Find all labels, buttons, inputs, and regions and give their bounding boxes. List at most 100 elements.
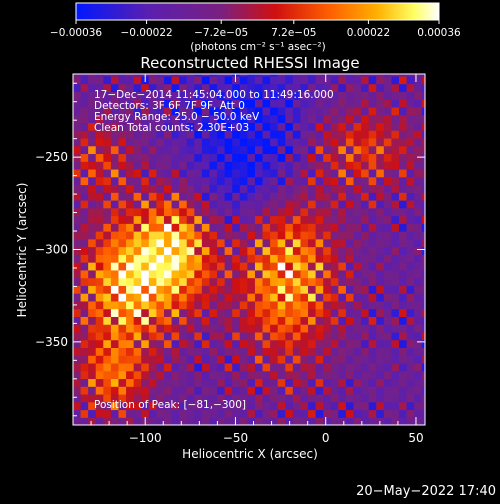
heatmap-cell [399, 114, 408, 124]
heatmap-cell [156, 207, 165, 217]
heatmap-cell [353, 262, 362, 271]
heatmap-cell [194, 137, 203, 147]
heatmap-cell [110, 99, 120, 108]
heatmap-cell [399, 254, 408, 263]
heatmap-cell [376, 91, 385, 100]
heatmap-cell [186, 74, 195, 77]
heatmap-cell [171, 91, 180, 100]
heatmap-cell [103, 184, 112, 193]
heatmap-cell [391, 401, 400, 411]
heatmap-cell [323, 192, 332, 201]
heatmap-cell [330, 393, 339, 403]
heatmap-cell [95, 269, 104, 279]
heatmap-cell [414, 269, 423, 279]
heatmap-cell [292, 184, 302, 193]
heatmap-cell [368, 362, 377, 372]
heatmap-cell [95, 122, 104, 131]
heatmap-cell [300, 106, 309, 116]
heatmap-cell [308, 223, 317, 232]
heatmap-cell [133, 145, 142, 155]
heatmap-cell [300, 362, 309, 372]
heatmap-cell [308, 74, 317, 77]
heatmap-cell [345, 161, 355, 170]
heatmap-cell [133, 130, 142, 139]
heatmap-cell [383, 130, 393, 139]
heatmap-cell [95, 168, 104, 178]
heatmap-cell [338, 99, 347, 108]
heatmap-cell [133, 324, 142, 333]
heatmap-cell [414, 192, 423, 201]
heatmap-cell [88, 409, 97, 418]
heatmap-cell [232, 246, 241, 255]
heatmap-cell [315, 145, 324, 155]
heatmap-cell [406, 192, 415, 201]
heatmap-cell [148, 122, 157, 131]
heatmap-cell [194, 231, 203, 240]
heatmap-cell [308, 91, 317, 100]
heatmap-cell [247, 114, 256, 124]
heatmap-cell [383, 153, 393, 162]
heatmap-cell [277, 370, 286, 380]
heatmap-cell [148, 215, 157, 224]
heatmap-cell [194, 347, 203, 356]
heatmap-cell [292, 386, 302, 395]
heatmap-cell [247, 153, 256, 162]
heatmap-cell [80, 184, 89, 193]
heatmap-cell [118, 339, 127, 349]
heatmap-cell [262, 370, 271, 380]
heatmap-cell [330, 370, 339, 380]
heatmap-cell [232, 75, 241, 85]
heatmap-cell [345, 339, 355, 349]
heatmap-cell [353, 300, 362, 310]
heatmap-cell [201, 293, 211, 302]
heatmap-cell [126, 176, 135, 186]
heatmap-cell [201, 238, 211, 248]
heatmap-cell [406, 308, 415, 317]
heatmap-cell [254, 137, 264, 147]
heatmap-cell [368, 347, 377, 356]
heatmap-cell [383, 122, 393, 131]
heatmap-cell [156, 137, 165, 147]
heatmap-cell [391, 386, 400, 395]
heatmap-cell [315, 161, 324, 170]
heatmap-cell [163, 254, 173, 263]
heatmap-cell [406, 215, 415, 224]
heatmap-cell [179, 370, 188, 380]
heatmap-cell [133, 99, 142, 108]
heatmap-cell [194, 184, 203, 193]
heatmap-cell [353, 308, 362, 317]
heatmap-cell [421, 355, 425, 364]
heatmap-cell [80, 246, 89, 255]
heatmap-cell [391, 308, 400, 317]
heatmap-cell [330, 161, 339, 170]
heatmap-cell [171, 347, 180, 356]
heatmap-cell [209, 254, 218, 263]
heatmap-cell [141, 83, 150, 92]
heatmap-cell [323, 184, 332, 193]
heatmap-cell [262, 409, 271, 418]
heatmap-cell [292, 223, 302, 232]
heatmap-cell [383, 300, 393, 310]
heatmap-cell [421, 362, 425, 372]
heatmap-cell [345, 74, 355, 77]
heatmap-cell [73, 277, 82, 286]
heatmap-cell [95, 362, 104, 372]
heatmap-cell [217, 168, 226, 178]
heatmap-cell [95, 401, 104, 411]
heatmap-cell [406, 262, 415, 271]
heatmap-cell [95, 324, 104, 333]
heatmap-cell [376, 137, 385, 147]
heatmap-cell [163, 370, 173, 380]
heatmap-cell [224, 83, 233, 92]
heatmap-cell [368, 331, 377, 341]
heatmap-cell [239, 254, 248, 263]
heatmap-cell [308, 153, 317, 162]
heatmap-cell [292, 316, 302, 325]
heatmap-cell [323, 238, 332, 248]
heatmap-cell [376, 176, 385, 186]
heatmap-cell [338, 393, 347, 403]
heatmap-cell [383, 355, 393, 364]
heatmap-cell [330, 176, 339, 186]
heatmap-cell [399, 75, 408, 85]
heatmap-cell [179, 75, 188, 85]
